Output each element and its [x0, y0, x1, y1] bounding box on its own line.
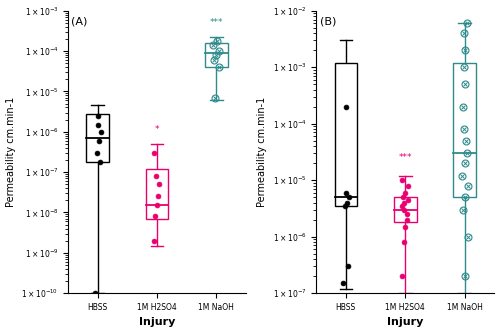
Text: *: *	[154, 125, 159, 134]
Y-axis label: Permeability cm.min-1: Permeability cm.min-1	[6, 97, 16, 207]
Bar	[205, 43, 228, 67]
Text: ***: ***	[210, 18, 223, 27]
Text: (B): (B)	[320, 16, 336, 26]
X-axis label: Injury: Injury	[139, 317, 175, 327]
Bar	[394, 197, 416, 222]
Text: (A): (A)	[72, 16, 88, 26]
Bar	[146, 169, 169, 219]
Bar	[334, 63, 357, 206]
X-axis label: Injury: Injury	[387, 317, 424, 327]
Text: ***: ***	[398, 153, 412, 162]
Y-axis label: Permeability cm.min-1: Permeability cm.min-1	[258, 97, 268, 207]
Bar	[454, 63, 476, 197]
Bar	[86, 114, 109, 162]
